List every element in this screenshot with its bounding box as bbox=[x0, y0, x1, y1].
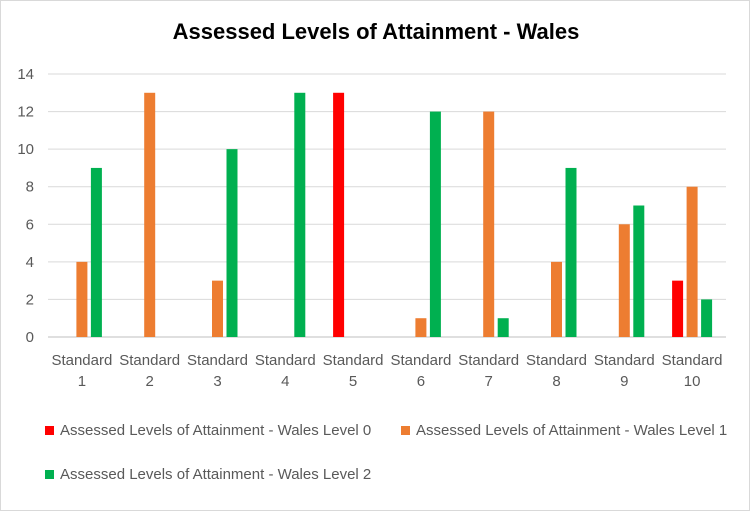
x-tick-label: Standard bbox=[526, 352, 587, 369]
chart-title: Assessed Levels of Attainment - Wales bbox=[172, 19, 580, 44]
x-tick-label: Standard bbox=[662, 352, 723, 369]
bar-level-2 bbox=[633, 205, 645, 337]
legend-swatch-level-1 bbox=[401, 426, 410, 435]
bar-level-2 bbox=[90, 167, 102, 337]
x-tick-label: 5 bbox=[349, 373, 357, 390]
x-tick-label: 7 bbox=[485, 373, 493, 390]
bar-level-2 bbox=[226, 149, 238, 337]
x-tick-label: Standard bbox=[594, 352, 655, 369]
bar-level-1 bbox=[618, 224, 630, 337]
x-tick-label: 10 bbox=[684, 373, 701, 390]
y-tick-label: 12 bbox=[17, 104, 34, 121]
legend-label-level-2: Assessed Levels of Attainment - Wales Le… bbox=[60, 466, 372, 483]
x-tick-label: 3 bbox=[213, 373, 221, 390]
bar-level-1 bbox=[483, 111, 495, 337]
x-tick-label: Standard bbox=[187, 352, 248, 369]
x-tick-label: Standard bbox=[323, 352, 384, 369]
y-tick-label: 14 bbox=[17, 66, 34, 83]
legend-swatch-level-0 bbox=[45, 426, 54, 435]
bar-level-2 bbox=[429, 111, 441, 337]
x-tick-label: 9 bbox=[620, 373, 628, 390]
y-tick-label: 10 bbox=[17, 141, 34, 158]
bar-level-1 bbox=[144, 92, 156, 338]
legend-swatch-level-2 bbox=[45, 470, 54, 479]
legend-label-level-0: Assessed Levels of Attainment - Wales Le… bbox=[60, 422, 372, 439]
legend-item-level-2: Assessed Levels of Attainment - Wales Le… bbox=[45, 466, 371, 483]
y-tick-label: 4 bbox=[26, 254, 34, 271]
bar-level-1 bbox=[686, 186, 698, 337]
x-tick-label: Standard bbox=[255, 352, 316, 369]
legend-item-level-1: Assessed Levels of Attainment - Wales Le… bbox=[401, 422, 727, 439]
x-tick-label: Standard bbox=[390, 352, 451, 369]
bar-level-2 bbox=[701, 299, 713, 337]
bar-level-2 bbox=[565, 167, 577, 337]
x-tick-label: 1 bbox=[78, 373, 86, 390]
x-tick-label: 8 bbox=[552, 373, 560, 390]
bar-level-1 bbox=[212, 280, 223, 337]
y-tick-label: 0 bbox=[26, 329, 34, 346]
bar-level-1 bbox=[551, 261, 562, 337]
y-tick-label: 2 bbox=[26, 291, 34, 308]
bar-level-2 bbox=[294, 92, 306, 338]
bar-level-2 bbox=[497, 318, 509, 337]
y-tick-label: 8 bbox=[26, 179, 34, 196]
y-tick-label: 6 bbox=[26, 216, 34, 233]
x-tick-label: Standard bbox=[119, 352, 180, 369]
bar-level-1 bbox=[415, 318, 427, 337]
bar-level-0 bbox=[333, 92, 345, 338]
legend-item-level-0: Assessed Levels of Attainment - Wales Le… bbox=[45, 422, 371, 439]
x-tick-label: Standard bbox=[51, 352, 112, 369]
x-tick-label: 2 bbox=[146, 373, 154, 390]
bar-level-1 bbox=[76, 261, 88, 337]
x-tick-label: Standard bbox=[458, 352, 519, 369]
legend-label-level-1: Assessed Levels of Attainment - Wales Le… bbox=[416, 422, 728, 439]
x-tick-label: 4 bbox=[281, 373, 289, 390]
x-tick-label: 6 bbox=[417, 373, 425, 390]
bar-level-0 bbox=[672, 280, 684, 337]
